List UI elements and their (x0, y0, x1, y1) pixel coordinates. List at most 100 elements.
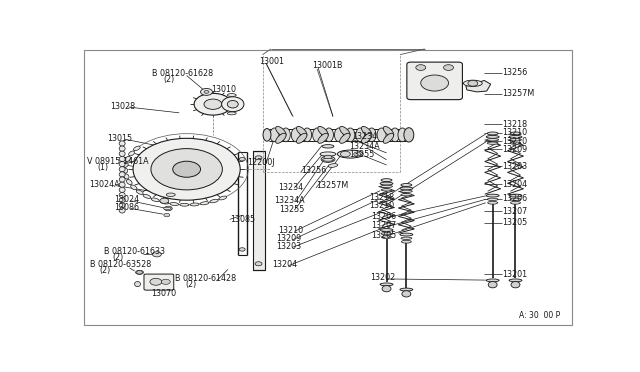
Ellipse shape (227, 112, 236, 115)
Ellipse shape (303, 128, 312, 142)
Ellipse shape (119, 167, 125, 172)
Text: 13210: 13210 (369, 201, 394, 209)
Ellipse shape (127, 180, 132, 185)
Circle shape (173, 161, 200, 177)
Circle shape (164, 214, 170, 217)
Ellipse shape (164, 207, 171, 210)
Ellipse shape (381, 185, 392, 187)
Ellipse shape (119, 198, 125, 203)
Ellipse shape (509, 279, 522, 282)
Ellipse shape (136, 190, 143, 194)
Text: 13207: 13207 (372, 221, 397, 230)
Ellipse shape (380, 228, 393, 231)
Text: (2): (2) (163, 75, 175, 84)
Text: 13206: 13206 (502, 194, 528, 203)
Ellipse shape (263, 129, 271, 141)
Text: 13234: 13234 (278, 183, 303, 192)
Ellipse shape (210, 199, 218, 203)
Ellipse shape (510, 142, 521, 144)
Text: (2): (2) (100, 266, 111, 275)
Circle shape (255, 156, 262, 160)
Polygon shape (466, 80, 491, 92)
Ellipse shape (509, 135, 522, 138)
Ellipse shape (131, 185, 137, 190)
Ellipse shape (486, 139, 499, 141)
Ellipse shape (323, 158, 333, 161)
Text: B 08120-63528: B 08120-63528 (90, 260, 151, 269)
Ellipse shape (488, 201, 498, 204)
Text: 13209: 13209 (502, 145, 528, 154)
Ellipse shape (151, 198, 159, 202)
Text: 13204: 13204 (273, 260, 298, 269)
Ellipse shape (367, 128, 376, 142)
Ellipse shape (486, 135, 499, 138)
Ellipse shape (296, 133, 307, 143)
Ellipse shape (401, 240, 412, 243)
Text: 13234A: 13234A (275, 196, 305, 205)
Text: 13086: 13086 (114, 203, 139, 212)
Ellipse shape (337, 150, 364, 158)
Ellipse shape (377, 128, 386, 142)
Ellipse shape (180, 203, 189, 206)
Ellipse shape (463, 80, 483, 86)
Circle shape (164, 206, 172, 211)
Ellipse shape (400, 288, 413, 291)
Ellipse shape (119, 182, 125, 187)
Ellipse shape (124, 174, 129, 179)
Text: 13010: 13010 (211, 84, 236, 93)
Ellipse shape (119, 161, 125, 167)
Text: 13255: 13255 (349, 150, 374, 158)
Circle shape (204, 99, 222, 109)
Ellipse shape (324, 128, 333, 142)
Text: 13256: 13256 (502, 68, 528, 77)
Circle shape (133, 138, 240, 200)
Ellipse shape (276, 133, 286, 143)
Ellipse shape (382, 286, 391, 292)
Ellipse shape (511, 282, 520, 288)
Ellipse shape (170, 202, 179, 205)
Ellipse shape (487, 142, 498, 144)
Circle shape (324, 155, 332, 160)
Text: 13203: 13203 (502, 162, 528, 171)
Text: 13085: 13085 (230, 215, 255, 224)
Circle shape (416, 65, 426, 70)
Ellipse shape (509, 139, 522, 141)
Ellipse shape (380, 182, 393, 185)
Circle shape (200, 89, 212, 95)
Circle shape (239, 157, 245, 161)
Text: 13203: 13203 (276, 242, 301, 251)
Circle shape (255, 262, 262, 266)
Ellipse shape (125, 156, 131, 161)
Ellipse shape (487, 132, 498, 135)
Ellipse shape (119, 156, 125, 161)
Circle shape (468, 80, 478, 86)
Text: 13024A: 13024A (89, 180, 120, 189)
Text: B 08120-61633: B 08120-61633 (104, 247, 165, 256)
Ellipse shape (119, 146, 125, 151)
FancyBboxPatch shape (144, 274, 173, 290)
Circle shape (152, 252, 161, 257)
Circle shape (444, 65, 454, 70)
Ellipse shape (318, 133, 328, 143)
Ellipse shape (356, 128, 365, 142)
Text: 13207: 13207 (502, 207, 528, 216)
Text: A: 30  00 P: A: 30 00 P (519, 311, 560, 320)
Ellipse shape (400, 187, 413, 190)
Ellipse shape (381, 232, 392, 235)
Ellipse shape (510, 198, 521, 201)
Text: 13205: 13205 (502, 218, 528, 227)
Ellipse shape (119, 187, 125, 192)
Ellipse shape (381, 179, 392, 182)
Text: 13001: 13001 (260, 57, 285, 66)
Polygon shape (253, 151, 265, 270)
Circle shape (160, 198, 169, 203)
Ellipse shape (400, 233, 413, 236)
Ellipse shape (401, 183, 412, 186)
Circle shape (204, 90, 209, 93)
Text: 13001B: 13001B (312, 61, 342, 70)
Ellipse shape (402, 291, 411, 297)
Text: 13210: 13210 (502, 137, 528, 146)
Ellipse shape (119, 172, 125, 177)
Text: (1): (1) (97, 163, 109, 172)
Circle shape (340, 151, 350, 157)
